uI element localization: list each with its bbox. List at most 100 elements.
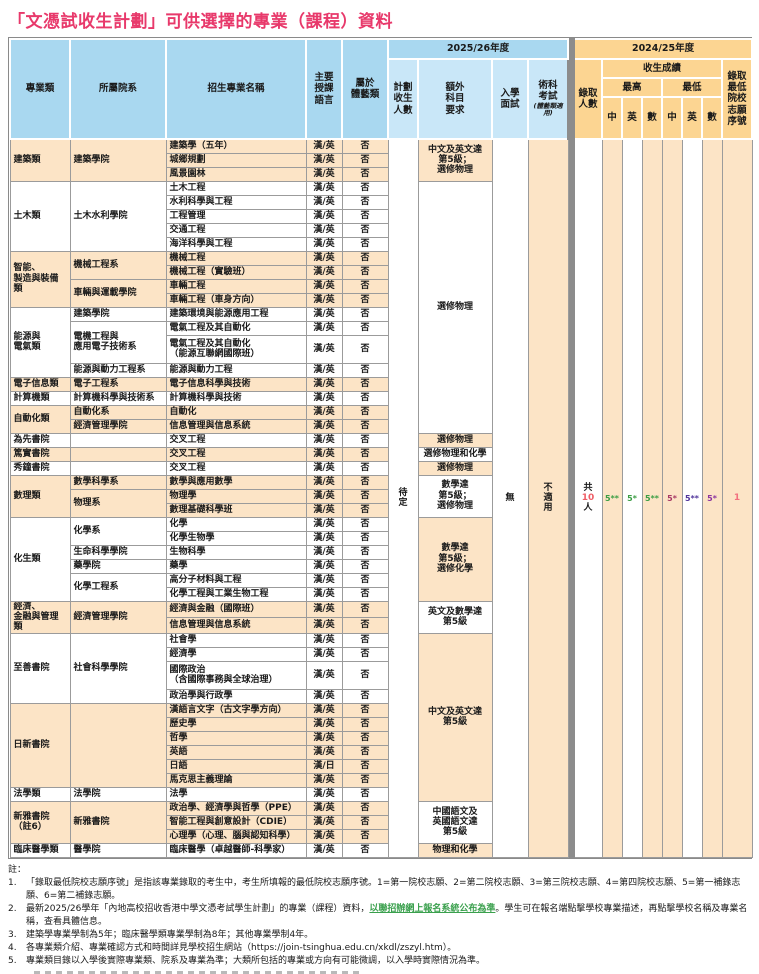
extra-requirement-cell: 英文及數學達 第5級	[417, 600, 493, 634]
program-cell: 土木工程	[165, 180, 307, 196]
lowest-choice-cell: 1	[721, 138, 753, 858]
language-cell: 漢/英	[305, 646, 343, 662]
program-cell: 海洋科學與工程	[165, 236, 307, 252]
program-cell: 哲學	[165, 730, 307, 746]
note-number: 3.	[8, 929, 17, 940]
program-cell: 智能工程與創意設計（CDIE）	[165, 814, 307, 830]
sports-cell: 否	[341, 530, 389, 546]
table-header: 專業類 所屬院系 招生專業名稱 主要 授課 語言 屬於 體藝類 2025/26年…	[9, 38, 754, 140]
language-cell: 漢/英	[305, 180, 343, 196]
sports-cell: 否	[341, 786, 389, 802]
program-cell: 化學	[165, 516, 307, 532]
language-cell: 漢/英	[305, 660, 343, 690]
note-number: 1.	[8, 877, 17, 888]
sports-cell: 否	[341, 632, 389, 648]
score-max-chinese-cell: 5**	[601, 138, 623, 858]
header-scores: 收生成績	[601, 58, 724, 79]
program-cell: 水利科學與工程	[165, 194, 307, 210]
note-item-1: 1. 「錄取最低院校志願序號」是指該專業錄取的考生中，考生所填報的最低院校志願序…	[8, 877, 751, 903]
major-cell: 臨床醫學類	[9, 842, 71, 858]
table-row: 能源與 電氣類 建築學院 建築環境與能源應用工程 漢/英否	[9, 306, 752, 378]
faculty-cell: 醫學院	[69, 842, 167, 858]
table-row: 機械工程（實驗班） 漢/英否	[10, 264, 752, 280]
program-cell: 信息管理與信息系統	[165, 616, 307, 634]
sports-cell: 否	[341, 390, 389, 406]
sports-cell: 否	[341, 306, 389, 322]
faculty-cell: 化學工程系	[69, 572, 167, 602]
faculty-cell: 電機工程與 應用電子技術系	[69, 320, 167, 364]
header-admitted: 錄取 人數	[573, 58, 604, 140]
note-2-post: 。學生可在報名端點擊學校專業描述，再點擊學校名稱及專業名稱，查看具體信息。	[26, 903, 748, 927]
sports-cell: 否	[341, 572, 389, 588]
program-cell: 政治學、經濟學與哲學（PPE）	[165, 800, 307, 816]
language-cell: 漢/英	[305, 586, 343, 602]
faculty-cell: 化學系	[69, 516, 167, 546]
sports-cell: 否	[341, 586, 389, 602]
language-cell: 漢/英	[305, 730, 343, 746]
language-cell: 漢/英	[305, 418, 343, 434]
table-row: 化學工程系 高分子材料與工程 漢/英否	[10, 572, 752, 602]
program-cell: 馬克思主義理論	[165, 772, 307, 788]
eea-system-link[interactable]: 以聯招辦網上報名系統公布為準	[369, 903, 496, 914]
extra-requirement-cell: 中文及英文達 第5級； 選修物理	[417, 138, 493, 182]
faculty-cell: 經濟管理學院	[69, 600, 167, 634]
header-extra-req: 額外 科目 要求	[417, 58, 493, 140]
language-cell: 漢/英	[305, 716, 343, 732]
note-text: 最新2025/26學年「內地高校招收香港中學文憑考試學生計劃」的專業（課程）資料…	[26, 903, 751, 929]
faculty-cell: 車輛與運載學院	[69, 278, 167, 308]
admitted-prefix: 共	[583, 482, 593, 493]
program-cell: 建築環境與能源應用工程	[165, 306, 307, 322]
program-cell: 電氣工程及其自動化 （能源互聯網國際班）	[165, 334, 307, 364]
admitted-number: 10	[581, 493, 595, 504]
sports-cell: 否	[341, 292, 389, 308]
language-cell: 漢/英	[305, 502, 343, 518]
program-cell: 數學與應用數學	[165, 474, 307, 490]
major-cell: 篤實書院	[9, 446, 71, 462]
table-row: 至善書院 社會科學學院 社會學 漢/英否中文及英文達 第5級	[9, 632, 752, 802]
major-cell: 自動化類	[9, 404, 71, 434]
score-min-english-cell: 5**	[681, 138, 703, 858]
sports-cell: 否	[341, 278, 389, 294]
language-cell: 漢/英	[305, 166, 343, 182]
faculty-cell: 自動化系	[69, 404, 167, 420]
program-cell: 歷史學	[165, 716, 307, 732]
language-cell: 漢/英	[305, 744, 343, 760]
note-number: 4.	[8, 942, 17, 953]
sports-cell: 否	[341, 264, 389, 280]
major-cell: 經濟、 金融與管理類	[9, 600, 71, 634]
table-row: 能源與動力工程系 能源與動力工程 漢/英否	[10, 362, 752, 378]
header-max-english: 英	[621, 96, 644, 140]
sports-cell: 否	[341, 800, 389, 816]
language-cell: 漢/英	[305, 306, 343, 322]
language-cell: 漢/英	[305, 264, 343, 280]
extra-requirement-cell: 數學達 第5級； 選修物理	[417, 474, 493, 518]
program-cell: 建築學（五年）	[165, 138, 307, 154]
sports-cell: 否	[341, 772, 389, 788]
table-row: 生命科學學院 生物科學 漢/英否	[10, 544, 752, 560]
program-cell: 城鄉規劃	[165, 152, 307, 168]
language-cell: 漢/英	[305, 334, 343, 364]
program-cell: 化學生物學	[165, 530, 307, 546]
table-row: 信息管理與信息系統 漢/英否	[10, 616, 752, 634]
header-language: 主要 授課 語言	[305, 38, 343, 140]
header-min-chinese: 中	[661, 96, 684, 140]
sports-cell: 否	[341, 236, 389, 252]
sports-cell: 否	[341, 432, 389, 448]
language-cell: 漢/英	[305, 530, 343, 546]
major-cell: 土木類	[9, 180, 71, 252]
sports-cell: 否	[341, 544, 389, 560]
faculty-cell	[69, 702, 167, 788]
sports-cell: 否	[341, 646, 389, 662]
program-cell: 高分子材料與工程	[165, 572, 307, 588]
program-cell: 日語	[165, 758, 307, 774]
program-cell: 車輛工程（車身方向）	[165, 292, 307, 308]
note-text: 「錄取最低院校志願序號」是指該專業錄取的考生中，考生所填報的最低院校志願序號。1…	[26, 877, 741, 901]
language-cell: 漢/英	[305, 474, 343, 490]
language-cell: 漢/日	[305, 758, 343, 774]
table-row: 經濟、 金融與管理類 經濟管理學院 經濟與金融（國際班） 漢/英否 英文及數學達 第5級	[9, 600, 752, 634]
sports-cell: 否	[341, 362, 389, 378]
language-cell: 漢/英	[305, 278, 343, 294]
table-row: 智能、 製造與裝備類 機械工程系 機械工程 漢/英否	[9, 250, 752, 308]
language-cell: 漢/英	[305, 828, 343, 844]
